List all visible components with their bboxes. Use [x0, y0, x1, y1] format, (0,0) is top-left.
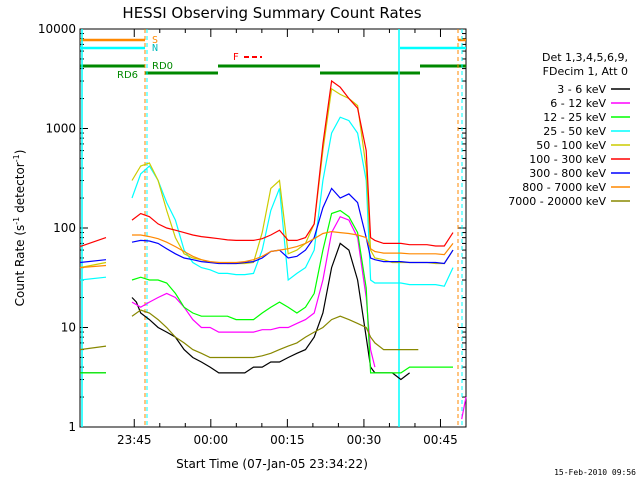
series-line-8 [79, 309, 419, 359]
rd6-label: RD6 [117, 70, 138, 81]
x-tick-label: 00:30 [347, 433, 382, 447]
legend-label: 25 - 50 keV [543, 125, 606, 138]
series-group [79, 79, 467, 420]
chart-title: HESSI Observing Summary Count Rates [122, 4, 421, 22]
series-line-6 [79, 187, 454, 265]
x-axis-title: Start Time (07-Jan-05 23:34:22) [176, 457, 368, 471]
series-line-3 [79, 116, 454, 287]
series-line-2 [80, 209, 453, 374]
y-axis-title: Count Rate (s-1 detector-1) [12, 150, 27, 307]
legend-label: 12 - 25 keV [543, 111, 606, 124]
y-axis: 1 10 100 1000 10000 [38, 22, 466, 434]
legend-label: 6 - 12 keV [550, 97, 606, 110]
y-tick-label: 10 [61, 321, 76, 335]
y-tick-label: 1 [68, 420, 76, 434]
legend-label: 300 - 800 keV [529, 167, 606, 180]
saa-label: S [152, 35, 158, 46]
y-tick-label: 10000 [38, 22, 76, 36]
legend-header-2: FDecim 1, Att 0 [543, 65, 628, 78]
timestamp: 15-Feb-2010 09:56 [554, 468, 636, 477]
series-line-5 [79, 79, 454, 248]
legend-label: 7000 - 20000 keV [508, 195, 606, 208]
x-tick-label: 00:45 [423, 433, 458, 447]
flare-label: F [233, 52, 239, 63]
y-axis-title-sup1: -1 [12, 217, 21, 225]
night-label: N [152, 43, 158, 54]
x-tick-label: 00:00 [194, 433, 229, 447]
y-tick-label: 1000 [45, 122, 76, 136]
state-bars: S N RD0 RD6 F [80, 35, 466, 81]
x-tick-label: 23:45 [117, 433, 152, 447]
legend-label: 3 - 6 keV [557, 83, 606, 96]
y-axis-title-part1: Count Rate (s [13, 225, 27, 307]
legend-label: 800 - 7000 keV [522, 181, 606, 194]
y-axis-title-sup2: -1 [12, 154, 21, 162]
series-line-7 [79, 230, 454, 269]
plot-frame [79, 28, 467, 428]
legend-label: 50 - 100 keV [536, 139, 606, 152]
legend-header-1: Det 1,3,4,5,6,9, [542, 51, 628, 64]
y-axis-title-part3: ) [13, 150, 27, 155]
x-tick-label: 00:15 [270, 433, 305, 447]
y-axis-title-part2: detector [13, 162, 27, 217]
x-axis: 23:45 00:00 00:15 00:30 00:45 [117, 29, 458, 447]
legend: Det 1,3,4,5,6,9, FDecim 1, Att 0 3 - 6 k… [508, 51, 630, 208]
rd0-label: RD0 [152, 61, 173, 72]
series-line-1 [131, 215, 467, 420]
y-tick-label: 100 [53, 221, 76, 235]
legend-label: 100 - 300 keV [529, 153, 606, 166]
